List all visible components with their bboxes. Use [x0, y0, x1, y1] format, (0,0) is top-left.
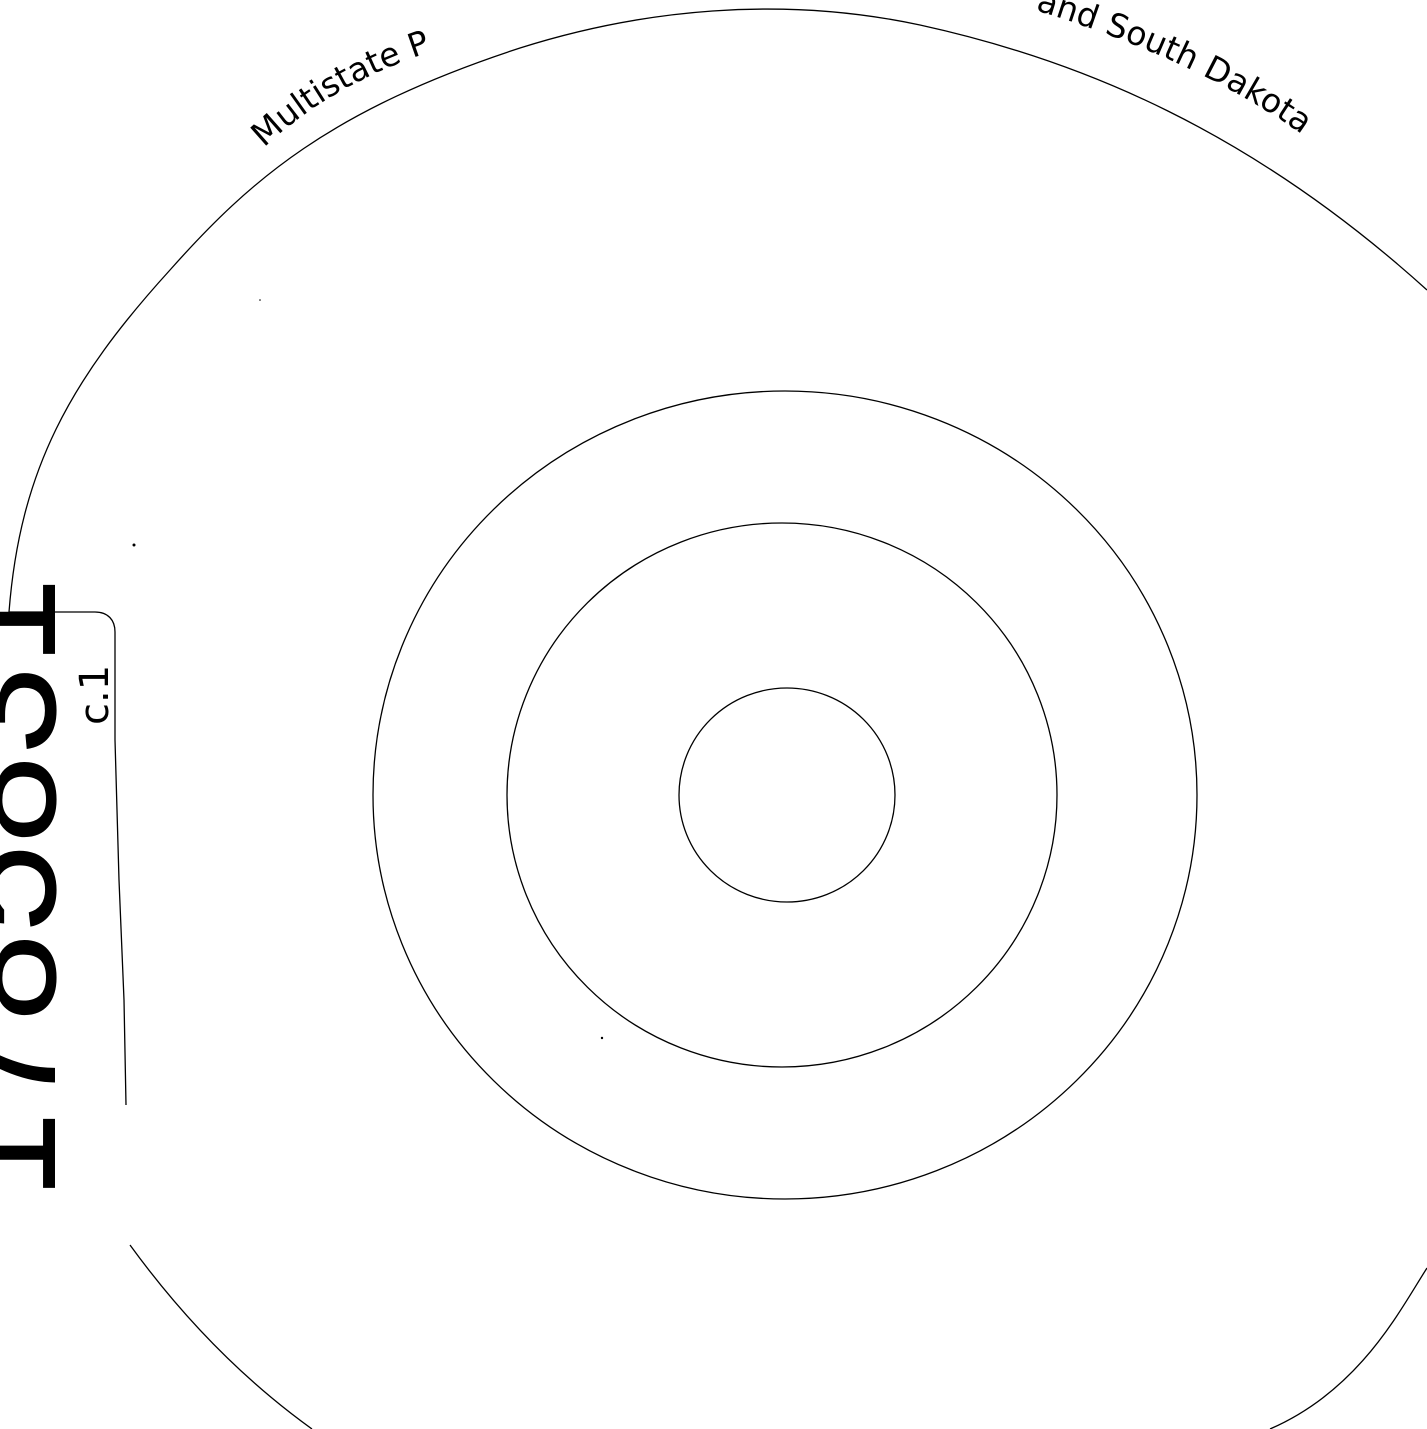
- disc-outer-edge: [8, 8, 1427, 613]
- scan-speck: [132, 543, 136, 547]
- scan-speck: [600, 1036, 604, 1040]
- label-border: [9, 611, 127, 1106]
- copy-label: c.1: [72, 665, 118, 725]
- disc-ring-large: [372, 390, 1198, 1200]
- rim-text-left: Multistate Project:: [0, 0, 433, 154]
- disc-outer-edge-lower-right: [1269, 1267, 1427, 1429]
- disc-outer-edge-lower: [129, 1244, 313, 1429]
- scan-speck: [259, 299, 261, 301]
- disc-center-hole: [678, 687, 896, 903]
- call-number: 1785831: [0, 577, 89, 1200]
- disc-ring-medium: [506, 522, 1058, 1068]
